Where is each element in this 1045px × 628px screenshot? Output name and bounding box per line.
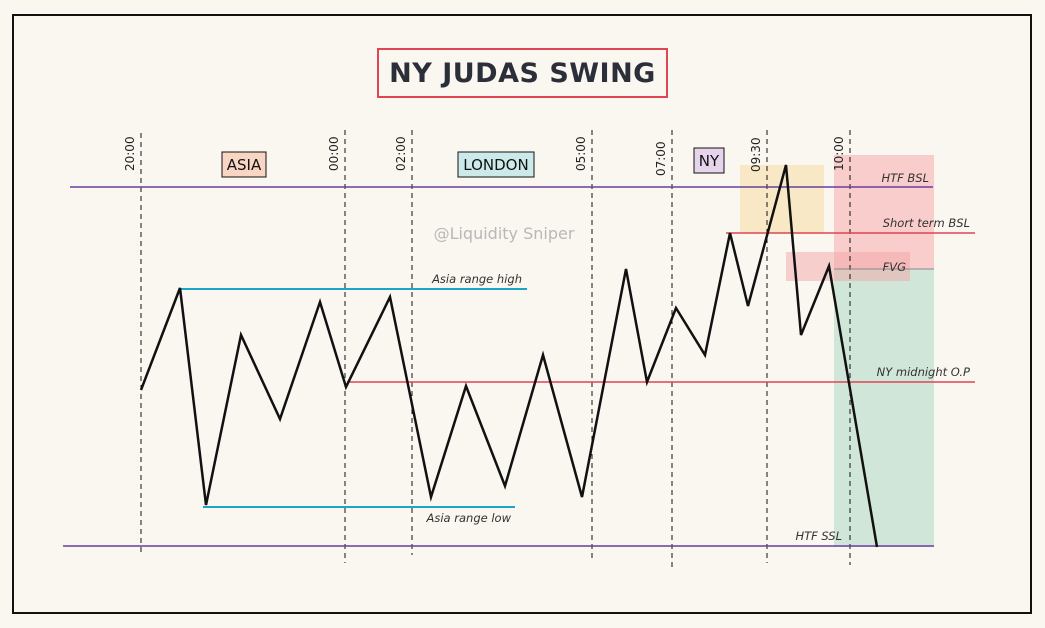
- profit-zone: [834, 269, 934, 547]
- htf-bsl-label: HTF BSL: [881, 171, 929, 185]
- watermark: @Liquidity Sniper: [434, 224, 575, 243]
- time-label-0500: 05:00: [574, 136, 588, 171]
- time-label-0930: 09:30: [749, 137, 763, 172]
- asia-range-low-label: Asia range low: [426, 511, 512, 525]
- short-term-bsl-label: Short term BSL: [883, 216, 970, 230]
- asia-range-high-label: Asia range high: [431, 272, 522, 286]
- time-label-0200: 02:00: [394, 136, 408, 171]
- htf-ssl-label: HTF SSL: [795, 529, 842, 543]
- time-label-1000: 10:00: [832, 136, 846, 171]
- time-label-2000: 20:00: [123, 136, 137, 171]
- london-label: LONDON: [463, 156, 528, 174]
- time-label-0700: 07:00: [654, 141, 668, 176]
- ny-midnight-op-label: NY midnight O.P: [877, 365, 970, 379]
- time-label-0000: 00:00: [327, 136, 341, 171]
- fvg-label: FVG: [883, 260, 906, 274]
- ny-label: NY: [699, 152, 720, 170]
- asia-label: ASIA: [227, 156, 262, 174]
